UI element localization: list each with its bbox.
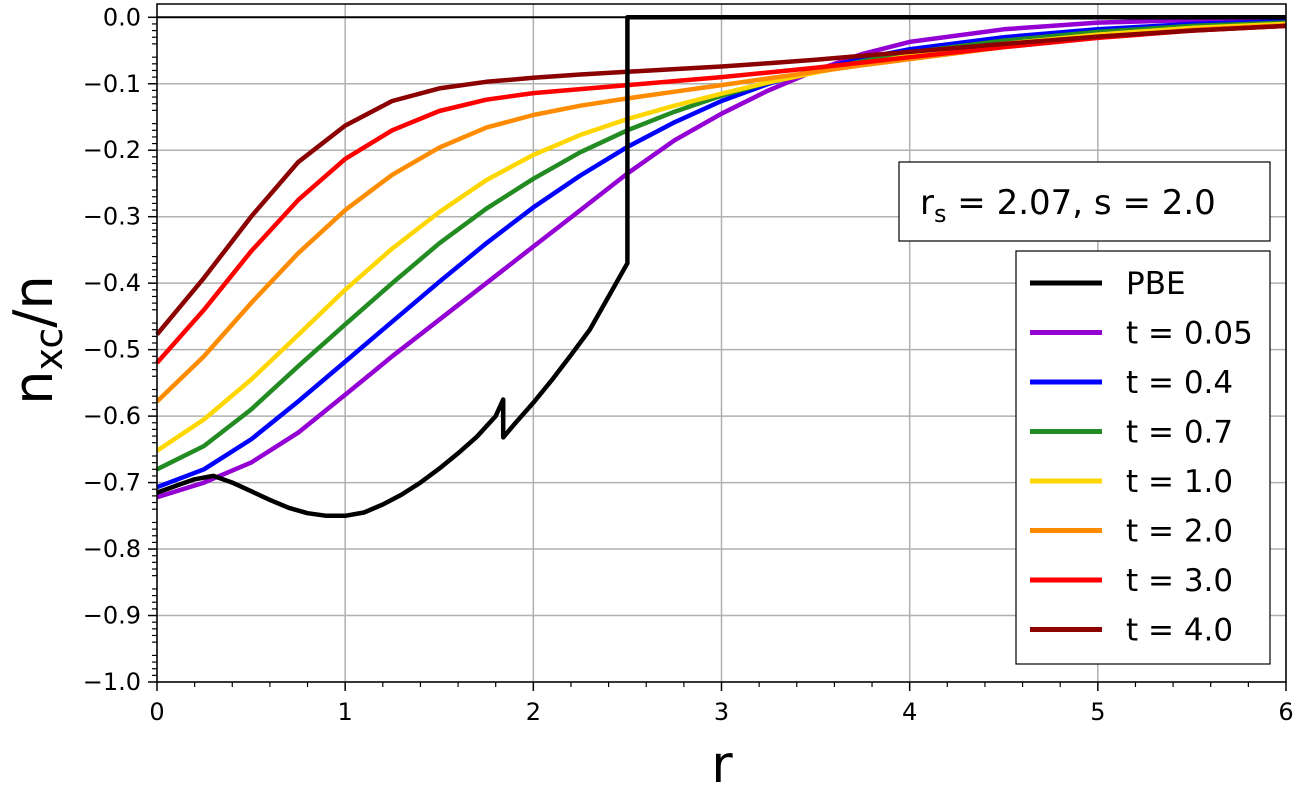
x-axis-label: r [711,735,733,795]
y-axis-label-tail: /n [2,275,65,327]
x-tick-label: 3 [714,698,729,726]
x-tick-label: 6 [1278,698,1293,726]
y-axis-label: nxc/n [2,275,71,404]
annotation-r: r [920,183,934,223]
annotation-text: rs = 2.07, s = 2.0 [920,183,1216,228]
annotation-rest: = 2.07, s = 2.0 [947,183,1216,223]
annotation-box: rs = 2.07, s = 2.0 [898,161,1271,242]
plot-lines [155,15,1287,519]
x-tick-label: 4 [902,698,917,726]
legend-label-t-0-05: t = 0.05 [1126,316,1253,352]
y-tick-label: −0.9 [83,602,141,630]
x-tick-label: 1 [338,698,353,726]
y-tick-label: 0.0 [103,3,141,31]
y-axis-label-sub: xc [27,328,71,371]
legend-label-pbe: PBE [1126,266,1186,302]
series-line-pbe [156,15,1286,519]
legend: PBE t = 0.05 t = 0.4 t = 0.7 t = 1.0 t = 2.0 t… [1015,250,1271,665]
y-axis-label-main: n [2,370,65,404]
y-tick-label: −0.7 [83,469,141,497]
tick-labels: 0 1 2 3 4 5 6 0.0 −0.1 −0.2 −0.3 −0.4 −0.5 −0.6 −0.7 −0… [83,3,1294,726]
y-tick-label: −0.8 [83,535,141,563]
y-tick-label: −0.2 [83,136,141,164]
legend-label-t-1-0: t = 1.0 [1126,464,1233,500]
legend-items: PBE t = 0.05 t = 0.4 t = 0.7 t = 1.0 t = 2.0 t… [1030,266,1253,649]
y-tick-label: −0.4 [83,269,141,297]
legend-box [1015,250,1271,665]
legend-label-t-0-4: t = 0.4 [1126,365,1233,401]
annotation-r-sub: s [934,200,947,228]
legend-label-t-3-0: t = 3.0 [1126,563,1233,599]
y-tick-label: −0.5 [83,336,141,364]
x-tick-label: 0 [149,698,164,726]
x-tick-label: 2 [526,698,541,726]
y-tick-label: −0.3 [83,203,141,231]
axis-ticks [148,16,1287,691]
y-tick-label: −1.0 [83,668,141,696]
legend-label-t-2-0: t = 2.0 [1126,514,1233,550]
legend-label-t-4-0: t = 4.0 [1126,613,1233,649]
y-tick-label: −0.6 [83,402,141,430]
legend-label-t-0-7: t = 0.7 [1126,415,1233,451]
x-tick-label: 5 [1090,698,1105,726]
y-tick-label: −0.1 [83,70,141,98]
